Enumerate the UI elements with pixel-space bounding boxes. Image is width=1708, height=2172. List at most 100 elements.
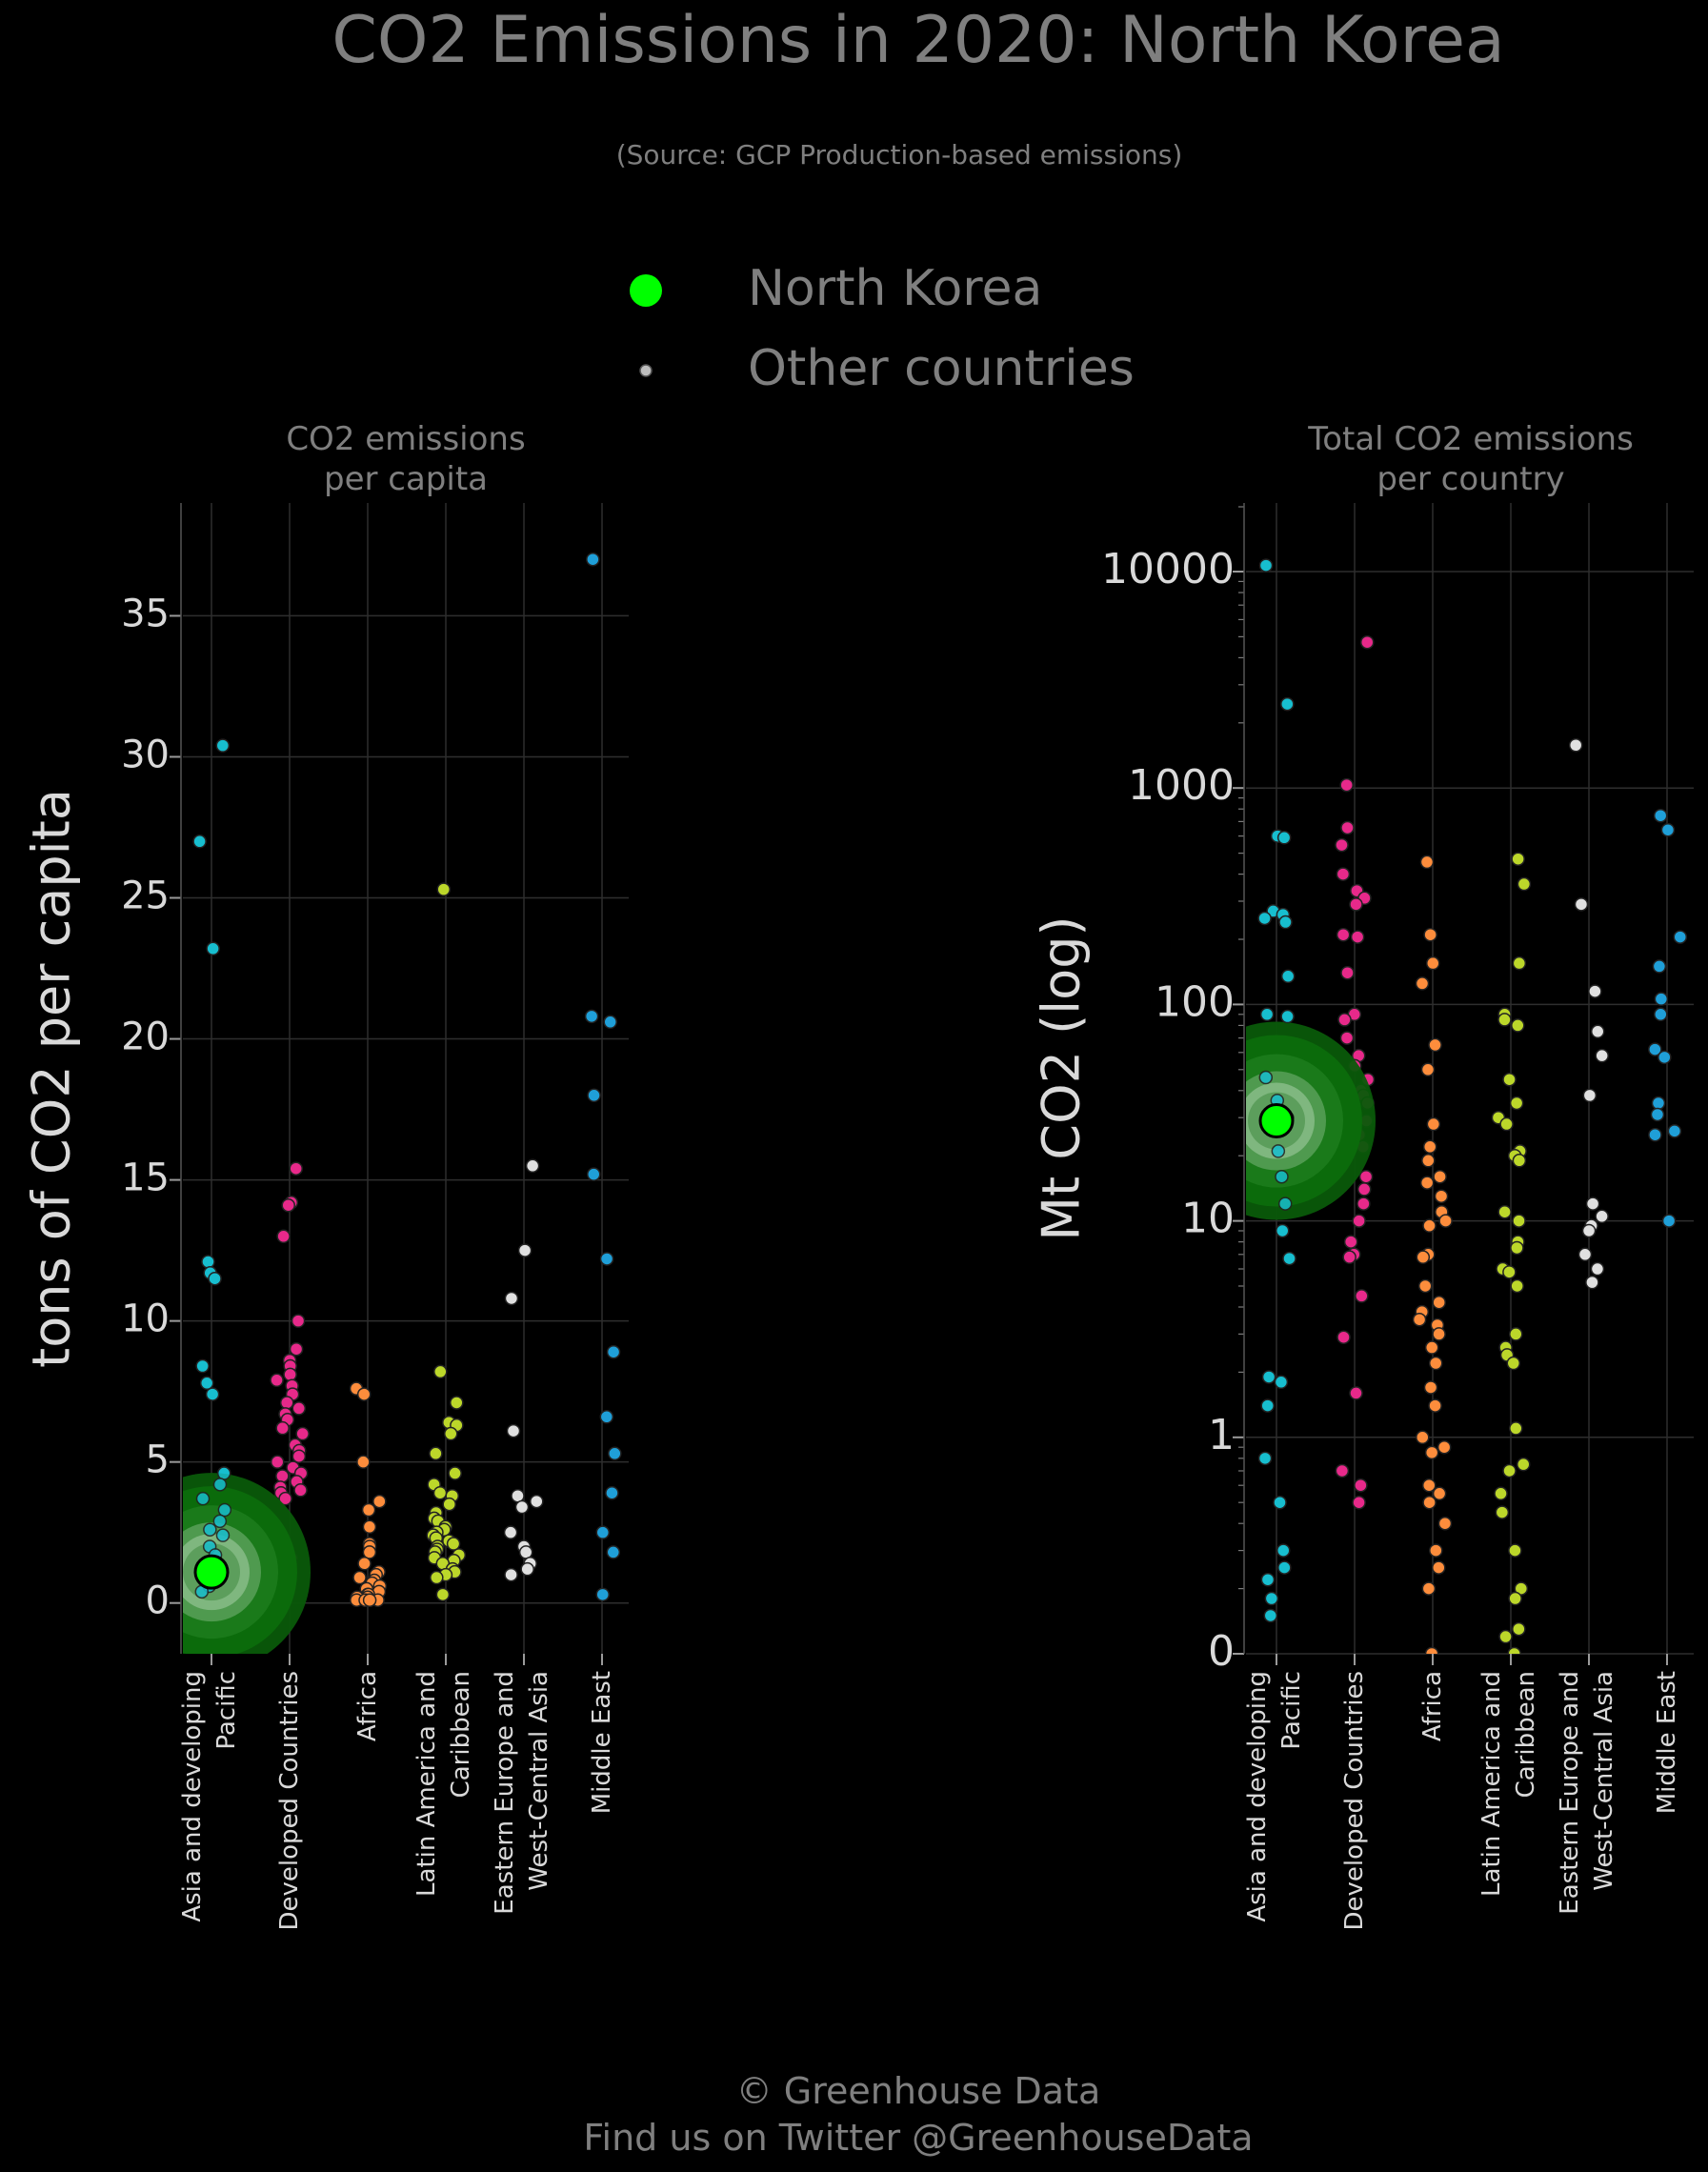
data-point xyxy=(356,1455,371,1469)
data-point xyxy=(1437,1439,1452,1455)
y-tick-label: 0 xyxy=(1208,1627,1235,1676)
legend: North Korea Other countries xyxy=(630,260,1135,397)
y-tick-label: 0 xyxy=(146,1579,170,1623)
data-point xyxy=(1512,1621,1526,1637)
data-point xyxy=(1648,1127,1662,1142)
data-point xyxy=(1421,1154,1436,1168)
data-point xyxy=(295,1426,310,1441)
data-point xyxy=(1582,1088,1597,1103)
data-point xyxy=(442,1497,456,1512)
data-point xyxy=(1278,915,1293,930)
data-point xyxy=(1416,1430,1430,1445)
data-point xyxy=(1257,1451,1273,1466)
data-point xyxy=(291,1401,307,1416)
data-point xyxy=(1651,1096,1666,1111)
data-point xyxy=(1271,1144,1286,1158)
data-point xyxy=(362,1519,377,1535)
data-point xyxy=(1434,1189,1449,1203)
data-point xyxy=(195,1358,210,1374)
data-point xyxy=(511,1488,525,1503)
chart-title: CO2 Emissions in 2020: North Korea xyxy=(332,3,1504,78)
data-point xyxy=(1339,777,1354,793)
data-point xyxy=(1648,1042,1662,1056)
data-point xyxy=(1595,1048,1609,1063)
data-point xyxy=(195,1491,211,1506)
data-point xyxy=(1259,1007,1275,1022)
data-point xyxy=(1280,696,1295,712)
data-point xyxy=(446,1537,461,1551)
data-point xyxy=(1424,1646,1439,1654)
data-point xyxy=(275,1469,290,1483)
y-tick-label: 10 xyxy=(1181,1195,1235,1243)
data-point xyxy=(1336,867,1351,881)
data-point xyxy=(605,1485,619,1500)
data-point xyxy=(1339,1031,1355,1045)
data-point xyxy=(1282,1251,1296,1266)
data-point xyxy=(1509,1327,1523,1341)
data-point xyxy=(352,1570,367,1585)
data-point xyxy=(1273,1495,1287,1510)
data-point xyxy=(1512,955,1527,971)
data-point xyxy=(1263,1608,1278,1623)
data-point xyxy=(1432,1295,1446,1310)
data-point xyxy=(1437,1516,1453,1531)
data-point xyxy=(1342,1250,1356,1264)
x-tick-label: Latin America and Caribbean xyxy=(1477,1671,1540,1897)
data-point xyxy=(1420,1062,1436,1077)
data-point xyxy=(1590,1024,1605,1039)
data-point xyxy=(1419,1176,1435,1190)
data-point xyxy=(1354,1478,1368,1493)
data-point xyxy=(436,882,452,896)
data-point xyxy=(1432,1486,1447,1501)
data-point xyxy=(1510,1278,1524,1294)
data-point xyxy=(1275,1169,1289,1184)
data-point xyxy=(608,1446,622,1461)
data-point xyxy=(1654,1007,1668,1022)
data-point xyxy=(1653,808,1668,823)
data-point xyxy=(1428,1356,1443,1371)
data-point xyxy=(599,1410,614,1424)
y-axis-label: tons of CO2 per capita xyxy=(22,789,82,1368)
data-point xyxy=(1416,1250,1431,1264)
data-point xyxy=(356,1387,372,1401)
data-point xyxy=(1511,852,1525,866)
data-point xyxy=(1426,1116,1441,1132)
data-point xyxy=(1590,1261,1605,1277)
data-point xyxy=(1494,1486,1508,1501)
data-point xyxy=(1438,1214,1453,1228)
data-point xyxy=(1336,1330,1351,1344)
data-point xyxy=(199,1376,214,1391)
data-point xyxy=(1260,1572,1276,1587)
data-point xyxy=(435,1587,451,1602)
data-point xyxy=(1276,1543,1291,1558)
x-tick-label: Developed Countries xyxy=(1340,1671,1369,1930)
panel-title-line: per country xyxy=(1376,460,1564,498)
data-point xyxy=(1276,831,1292,845)
data-point xyxy=(1428,1398,1442,1413)
data-point xyxy=(1595,1209,1609,1224)
data-point xyxy=(205,1387,220,1401)
data-point xyxy=(584,1009,599,1024)
data-point xyxy=(1422,1495,1437,1510)
x-tick-label: Latin America and Caribbean xyxy=(412,1671,475,1897)
data-point xyxy=(1280,1009,1295,1024)
data-point xyxy=(1517,876,1532,892)
y-tick-label: 10000 xyxy=(1101,545,1235,593)
data-point xyxy=(1429,1543,1443,1558)
data-point xyxy=(1432,1560,1446,1575)
data-point xyxy=(1514,1581,1529,1596)
x-tick-label: Middle East xyxy=(1653,1671,1681,1814)
data-point xyxy=(1423,927,1437,942)
data-point xyxy=(1356,1182,1372,1197)
data-point xyxy=(1577,1247,1593,1262)
y-tick-label: 5 xyxy=(146,1438,170,1482)
data-point xyxy=(1585,1197,1600,1211)
data-point xyxy=(1352,1214,1366,1228)
data-point xyxy=(1343,1235,1358,1249)
x-tick-label: Africa xyxy=(353,1671,382,1741)
y-tick-label: 35 xyxy=(121,592,170,635)
data-point xyxy=(357,1557,372,1571)
data-point xyxy=(281,1197,295,1213)
